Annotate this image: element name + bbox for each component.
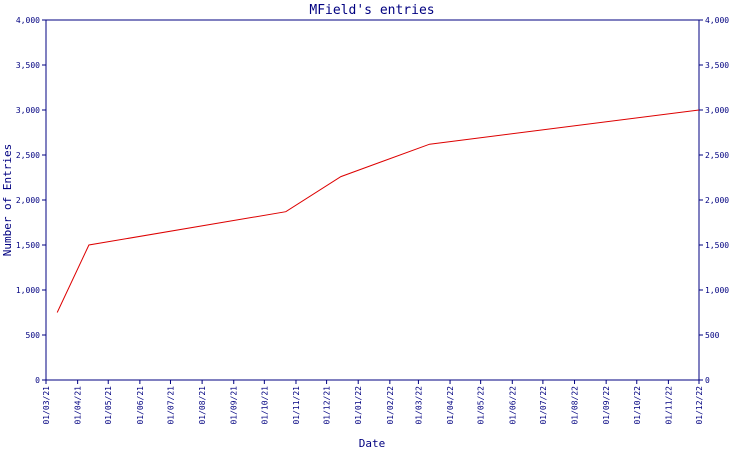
x-tick-label: 01/09/22 xyxy=(602,386,611,425)
y-tick-label: 4,000 xyxy=(16,16,40,25)
x-tick-label: 01/06/22 xyxy=(508,386,517,425)
y-tick-label: 1,500 xyxy=(16,241,40,250)
x-tick-label: 01/05/21 xyxy=(104,386,113,425)
chart-title: MField's entries xyxy=(309,3,434,18)
x-tick-label: 01/09/21 xyxy=(230,386,239,425)
x-tick-label: 01/12/22 xyxy=(695,386,704,425)
y-tick-label-right: 3,000 xyxy=(705,106,729,115)
x-tick-label: 01/03/21 xyxy=(42,386,51,425)
y-tick-label: 500 xyxy=(26,331,41,340)
series-line xyxy=(56,109,700,313)
y-tick-label: 2,500 xyxy=(16,151,40,160)
x-tick-label: 01/11/22 xyxy=(664,386,673,425)
x-tick-label: 01/08/22 xyxy=(571,386,580,425)
x-tick-label: 01/11/21 xyxy=(292,386,301,425)
x-tick-label: 01/06/21 xyxy=(136,386,145,425)
x-tick-label: 01/08/21 xyxy=(198,386,207,425)
y-tick-label-right: 1,500 xyxy=(705,241,729,250)
y-tick-label-right: 3,500 xyxy=(705,61,729,70)
x-tick-label: 01/07/22 xyxy=(539,386,548,425)
y-tick-label: 1,000 xyxy=(16,286,40,295)
plot-area: 0 0 500 500 1,000 1,000 1,500 1,500 2,000 2,000 2,… xyxy=(16,16,729,425)
x-tick-label: 01/05/22 xyxy=(477,386,486,425)
x-tick-label: 01/04/21 xyxy=(74,386,83,425)
y-axis-label: Number of Entries xyxy=(1,144,14,257)
y-tick-label-right: 0 xyxy=(705,376,710,385)
x-tick-label: 01/03/22 xyxy=(414,386,423,425)
y-tick-label: 3,500 xyxy=(16,61,40,70)
y-tick-label-right: 500 xyxy=(705,331,720,340)
y-tick-label: 3,000 xyxy=(16,106,40,115)
y-tick-label-right: 2,500 xyxy=(705,151,729,160)
y-tick-label-right: 2,000 xyxy=(705,196,729,205)
x-axis-label: Date xyxy=(359,437,386,450)
x-tick-label: 01/07/21 xyxy=(166,386,175,425)
x-tick-label: 01/10/21 xyxy=(260,386,269,425)
x-tick-label: 01/02/22 xyxy=(386,386,395,425)
x-tick-label: 01/01/22 xyxy=(354,386,363,425)
x-tick-label: 01/04/22 xyxy=(446,386,455,425)
x-tick-label: 01/10/22 xyxy=(633,386,642,425)
y-tick-label-right: 4,000 xyxy=(705,16,729,25)
y-tick-label: 0 xyxy=(35,376,40,385)
y-tick-label: 2,000 xyxy=(16,196,40,205)
plot-frame xyxy=(45,19,700,381)
x-tick-label: 01/12/21 xyxy=(323,386,332,425)
y-tick-label-right: 1,000 xyxy=(705,286,729,295)
